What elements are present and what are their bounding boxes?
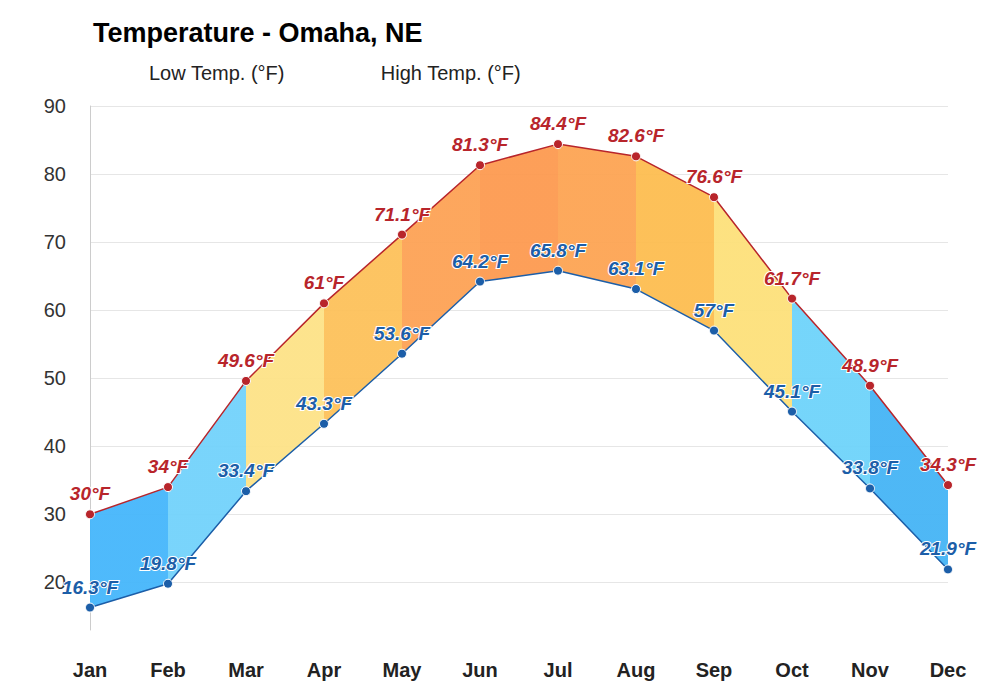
svg-text:57°F: 57°F — [694, 300, 736, 321]
svg-text:Low Temp. (°F): Low Temp. (°F) — [149, 62, 284, 84]
svg-text:63.1°F: 63.1°F — [608, 258, 666, 279]
svg-text:33.8°F: 33.8°F — [842, 457, 900, 478]
svg-text:30: 30 — [44, 503, 66, 525]
svg-text:Apr: Apr — [307, 659, 342, 681]
svg-text:60: 60 — [44, 299, 66, 321]
svg-text:65.8°F: 65.8°F — [530, 240, 588, 261]
svg-text:71.1°F: 71.1°F — [374, 204, 432, 225]
svg-text:20: 20 — [43, 571, 66, 594]
svg-text:43.3°F: 43.3°F — [295, 393, 354, 414]
svg-text:82.6°F: 82.6°F — [608, 125, 666, 146]
svg-text:81.3°F: 81.3°F — [452, 134, 510, 155]
svg-text:30°F: 30°F — [70, 483, 112, 504]
svg-text:84.4°F: 84.4°F — [530, 113, 588, 134]
svg-text:19.8°F: 19.8°F — [140, 553, 198, 574]
svg-text:49.6°F: 49.6°F — [217, 350, 276, 371]
svg-text:May: May — [383, 659, 423, 681]
svg-text:Jan: Jan — [73, 659, 107, 681]
svg-text:Mar: Mar — [228, 659, 264, 681]
svg-text:16.3°F: 16.3°F — [62, 577, 120, 598]
svg-text:48.9°F: 48.9°F — [841, 355, 900, 376]
svg-text:Sep: Sep — [696, 659, 733, 681]
svg-text:34°F: 34°F — [148, 456, 190, 477]
svg-text:70: 70 — [44, 231, 66, 253]
svg-text:40: 40 — [44, 435, 66, 457]
svg-text:90: 90 — [44, 95, 66, 117]
svg-text:61.7°F: 61.7°F — [764, 268, 822, 289]
svg-text:76.6°F: 76.6°F — [686, 166, 744, 187]
svg-text:33.4°F: 33.4°F — [218, 460, 276, 481]
svg-text:34.3°F: 34.3°F — [920, 454, 978, 475]
svg-text:45.1°F: 45.1°F — [763, 381, 822, 402]
svg-text:Dec: Dec — [930, 659, 967, 681]
svg-text:Aug: Aug — [617, 659, 656, 681]
svg-text:64.2°F: 64.2°F — [452, 251, 510, 272]
svg-text:61°F: 61°F — [304, 272, 346, 293]
svg-text:21.9°F: 21.9°F — [919, 538, 978, 559]
svg-text:Jul: Jul — [544, 659, 573, 681]
svg-text:Feb: Feb — [150, 659, 186, 681]
svg-text:Nov: Nov — [851, 659, 890, 681]
svg-text:50: 50 — [44, 367, 66, 389]
svg-text:Jun: Jun — [462, 659, 498, 681]
svg-text:53.6°F: 53.6°F — [374, 323, 432, 344]
svg-text:Temperature - Omaha, NE: Temperature - Omaha, NE — [93, 18, 423, 48]
svg-text:High Temp. (°F): High Temp. (°F) — [381, 62, 521, 84]
svg-text:Oct: Oct — [775, 659, 809, 681]
svg-text:80: 80 — [44, 163, 66, 185]
